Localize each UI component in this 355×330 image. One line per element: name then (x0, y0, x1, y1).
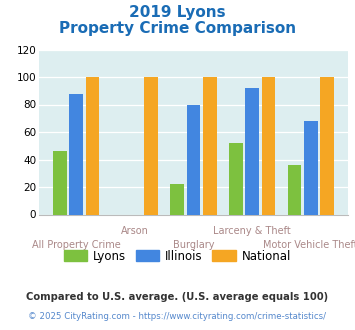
Text: All Property Crime: All Property Crime (32, 240, 121, 249)
Bar (320, 77, 334, 214)
Bar (229, 143, 242, 214)
Bar (288, 165, 301, 214)
Text: Compared to U.S. average. (U.S. average equals 100): Compared to U.S. average. (U.S. average … (26, 292, 329, 302)
Text: Burglary: Burglary (173, 240, 214, 249)
Text: Arson: Arson (121, 226, 149, 236)
Bar (262, 77, 275, 214)
Bar (86, 77, 99, 214)
Text: Property Crime Comparison: Property Crime Comparison (59, 21, 296, 36)
Bar (203, 77, 217, 214)
Text: Larceny & Theft: Larceny & Theft (213, 226, 291, 236)
Bar (53, 151, 67, 214)
Bar (245, 88, 259, 214)
Bar (170, 184, 184, 214)
Text: Motor Vehicle Theft: Motor Vehicle Theft (263, 240, 355, 249)
Text: 2019 Lyons: 2019 Lyons (129, 5, 226, 20)
Bar (70, 93, 83, 214)
Text: © 2025 CityRating.com - https://www.cityrating.com/crime-statistics/: © 2025 CityRating.com - https://www.city… (28, 312, 327, 321)
Bar (187, 105, 200, 214)
Bar (144, 77, 158, 214)
Bar (304, 121, 317, 214)
Legend: Lyons, Illinois, National: Lyons, Illinois, National (60, 246, 295, 266)
